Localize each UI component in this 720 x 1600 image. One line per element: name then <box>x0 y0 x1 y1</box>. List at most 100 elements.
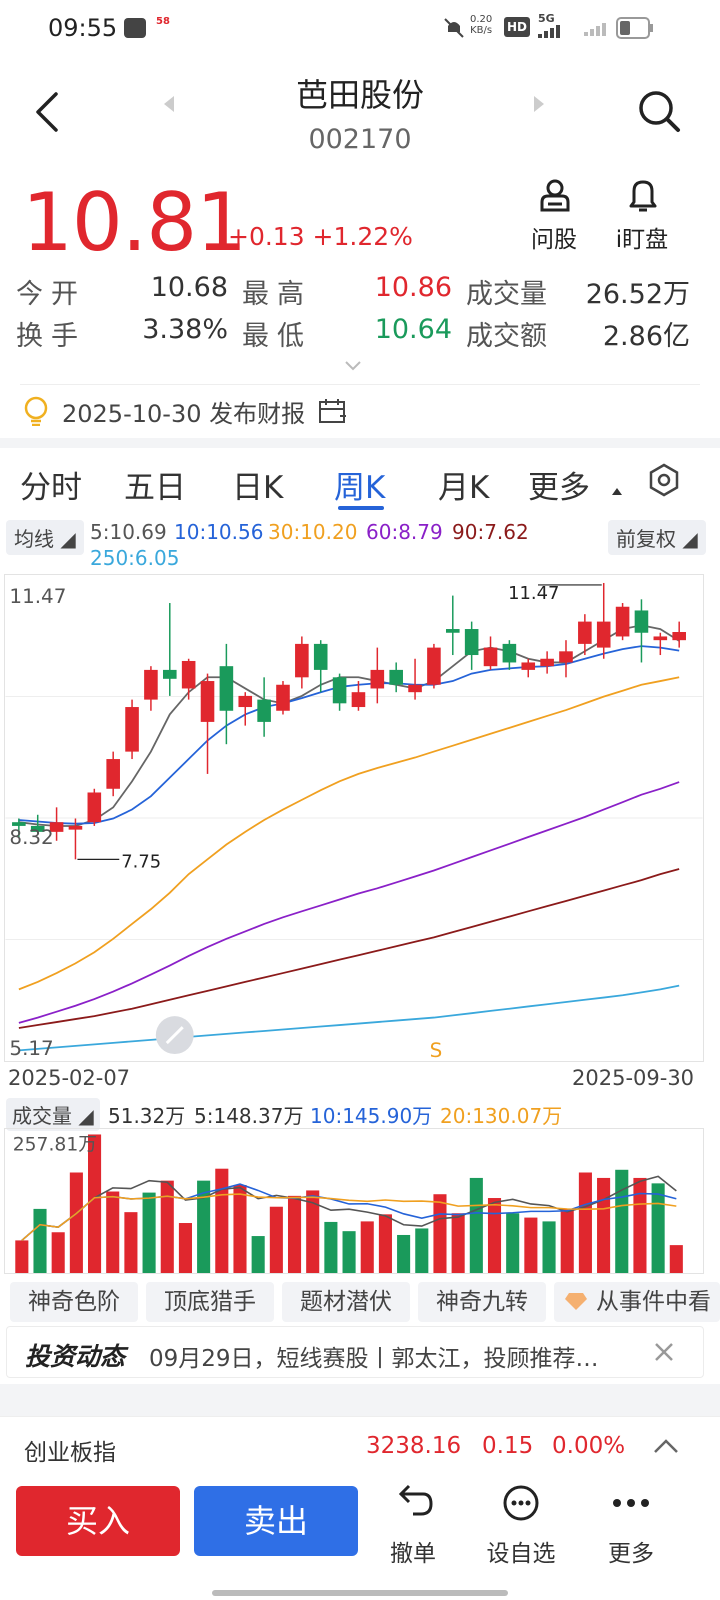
amount-label: 成交额 <box>466 321 547 352</box>
watch-label: i盯盘 <box>615 227 669 253</box>
signal-icon <box>538 25 560 38</box>
index-pct: 0.00% <box>552 1433 626 1459</box>
max-price-annotation: 11.47 <box>508 583 559 604</box>
volume-bar <box>233 1184 247 1273</box>
back-button[interactable] <box>30 90 70 134</box>
feature-tag-top-bottom[interactable]: 顶底猎手 <box>146 1282 274 1322</box>
prev-stock-icon[interactable] <box>164 96 174 112</box>
more-circle-icon <box>503 1485 539 1521</box>
section-gap-bottom <box>0 1384 720 1416</box>
vol-ma5: 5:148.37万 <box>194 1104 304 1128</box>
volume-label: 成交量 <box>466 279 547 310</box>
bell-icon <box>629 180 657 212</box>
mute-icon <box>444 18 464 38</box>
close-icon[interactable] <box>653 1341 675 1363</box>
volume-bar <box>306 1190 320 1273</box>
tab-intraday[interactable]: 分时 <box>20 470 82 506</box>
kline-chart[interactable]: 11.47 8.32 5.17 11.47 7.75 S <box>4 574 704 1062</box>
cancel-order-button[interactable]: 撤单 <box>368 1484 458 1568</box>
x-start-label: 2025-02-07 <box>8 1066 131 1090</box>
more-button[interactable]: 更多 <box>586 1484 676 1568</box>
volume-chart[interactable]: 257.81万 <box>4 1128 704 1274</box>
feature-tag-theme[interactable]: 题材潜伏 <box>282 1282 410 1322</box>
message-icon <box>124 18 146 38</box>
candle-body <box>332 677 347 704</box>
candle-body <box>672 632 686 641</box>
add-watchlist-label: 设自选 <box>486 1541 556 1567</box>
price-change: +0.13 +1.22% <box>228 222 413 251</box>
candle-body <box>596 621 611 648</box>
add-watchlist-button[interactable]: 设自选 <box>476 1484 566 1568</box>
undo-icon <box>398 1484 433 1516</box>
volume-bar <box>342 1231 356 1273</box>
signal2-icon <box>584 23 606 36</box>
candle-body <box>578 621 592 644</box>
ma30-line <box>18 676 680 991</box>
candle-body <box>295 643 309 678</box>
index-change: 0.15 <box>482 1433 534 1459</box>
dots-icon <box>613 1499 649 1507</box>
feature-tag-nine-turns[interactable]: 神奇九转 <box>418 1282 546 1322</box>
volume-bar <box>160 1180 174 1273</box>
volume-bar <box>378 1214 392 1273</box>
chevron-up-icon[interactable] <box>652 1437 680 1455</box>
amount-value: 2.86亿 <box>602 321 690 352</box>
tab-active-indicator <box>338 506 384 510</box>
volume-selector-label: 成交量 <box>12 1104 72 1128</box>
volume-bar <box>69 1172 83 1273</box>
tab-weekly-k[interactable]: 周K <box>334 470 386 506</box>
index-value: 3238.16 <box>366 1433 462 1459</box>
ma5-label: 5:10.69 <box>90 520 167 544</box>
candle-body <box>408 684 422 693</box>
candle-body <box>125 707 139 752</box>
volume-bar <box>215 1168 229 1273</box>
tab-daily-k[interactable]: 日K <box>232 470 284 506</box>
hd-icon: HD <box>504 17 531 37</box>
feature-tag-events[interactable]: 从事件中看 <box>554 1282 720 1322</box>
turnover-label: 换手 <box>16 321 86 352</box>
feature-tag-color-scale[interactable]: 神奇色阶 <box>10 1282 138 1322</box>
ma-lines <box>18 624 680 1052</box>
settings-hexagon-icon[interactable] <box>646 462 682 498</box>
next-stock-icon[interactable] <box>534 96 544 112</box>
volume-bar <box>360 1221 374 1273</box>
volume-selector[interactable]: 成交量 ◢ <box>6 1098 100 1131</box>
news-text: 09月29日，短线赛股丨郭太江，投顾推荐… <box>149 1346 599 1372</box>
vol-ma20: 20:130.07万 <box>440 1104 563 1128</box>
tab-five-day[interactable]: 五日 <box>124 470 186 506</box>
stock-name: 芭田股份 <box>295 76 424 114</box>
news-ticker[interactable]: 投资动态 09月29日，短线赛股丨郭太江，投顾推荐… <box>6 1326 704 1378</box>
candle-body <box>502 643 517 663</box>
ma-selector[interactable]: 均线 ◢ <box>6 520 84 555</box>
tab-monthly-k[interactable]: 月K <box>438 470 490 506</box>
tab-more[interactable]: 更多 <box>528 470 590 506</box>
search-icon[interactable] <box>636 88 682 134</box>
adjust-selector[interactable]: 前复权 ◢ <box>608 520 706 555</box>
candle-body <box>162 669 177 679</box>
ask-stock-label: 问股 <box>531 227 577 253</box>
volume-bar <box>433 1194 447 1273</box>
candle-body <box>313 643 328 670</box>
lightbulb-icon <box>24 396 48 426</box>
volume-bar <box>542 1221 556 1273</box>
sell-button[interactable]: 卖出 <box>194 1486 358 1556</box>
buy-button[interactable]: 买入 <box>16 1486 180 1556</box>
candle-body <box>276 684 290 711</box>
candle-body <box>540 658 554 667</box>
volume-bar <box>178 1223 192 1273</box>
signal-marker[interactable]: S <box>430 1039 443 1062</box>
calendar-icon[interactable] <box>318 398 348 426</box>
battery-icon <box>616 17 653 39</box>
candle-body <box>483 647 498 667</box>
volume-ma5-line <box>21 1175 677 1242</box>
app-badge-icon: 58 <box>156 16 170 27</box>
more-label: 更多 <box>608 1541 654 1567</box>
report-notice: 2025-10-30 发布财报 <box>62 400 306 428</box>
index-bar[interactable]: 创业板指 3238.16 0.15 0.00% <box>0 1416 720 1474</box>
volume-bar <box>197 1180 211 1273</box>
expand-chevron-icon[interactable] <box>344 360 362 372</box>
candle-body <box>389 669 403 685</box>
volume-bar <box>506 1213 520 1273</box>
candle-body <box>219 666 234 711</box>
draw-tool-icon[interactable] <box>155 1016 194 1055</box>
